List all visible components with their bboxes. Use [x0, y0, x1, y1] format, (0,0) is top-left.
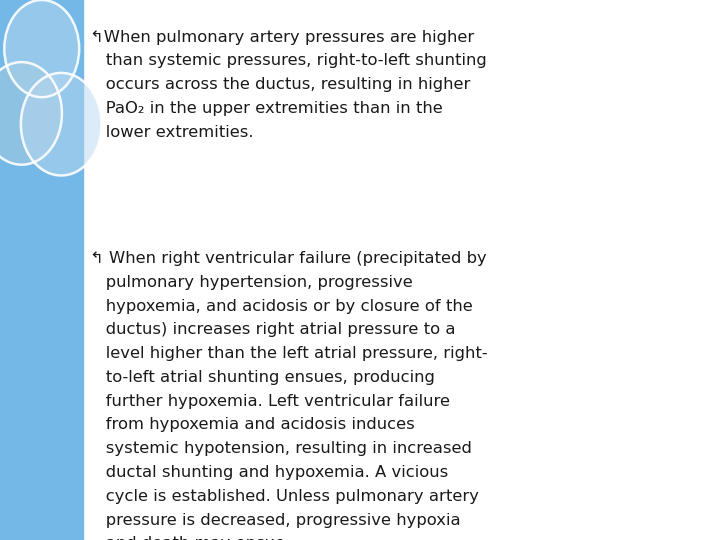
Ellipse shape: [4, 0, 79, 97]
Text: cycle is established. Unless pulmonary artery: cycle is established. Unless pulmonary a…: [90, 489, 479, 504]
Text: hypoxemia, and acidosis or by closure of the: hypoxemia, and acidosis or by closure of…: [90, 299, 473, 314]
Text: ↰When pulmonary artery pressures are higher: ↰When pulmonary artery pressures are hig…: [90, 30, 474, 45]
Text: PaO₂ in the upper extremities than in the: PaO₂ in the upper extremities than in th…: [90, 101, 443, 116]
Text: systemic hypotension, resulting in increased: systemic hypotension, resulting in incre…: [90, 441, 472, 456]
Text: ductus) increases right atrial pressure to a: ductus) increases right atrial pressure …: [90, 322, 456, 338]
Text: from hypoxemia and acidosis induces: from hypoxemia and acidosis induces: [90, 417, 415, 433]
Ellipse shape: [0, 62, 62, 165]
Text: level higher than the left atrial pressure, right-: level higher than the left atrial pressu…: [90, 346, 487, 361]
Text: and death may ensue.: and death may ensue.: [90, 536, 290, 540]
Ellipse shape: [21, 73, 102, 176]
Bar: [0, 0, 83, 540]
Text: lower extremities.: lower extremities.: [90, 125, 253, 140]
Text: ductal shunting and hypoxemia. A vicious: ductal shunting and hypoxemia. A vicious: [90, 465, 449, 480]
Text: occurs across the ductus, resulting in higher: occurs across the ductus, resulting in h…: [90, 77, 470, 92]
Text: than systemic pressures, right-to-left shunting: than systemic pressures, right-to-left s…: [90, 53, 487, 69]
Text: further hypoxemia. Left ventricular failure: further hypoxemia. Left ventricular fail…: [90, 394, 450, 409]
Text: ↰ When right ventricular failure (precipitated by: ↰ When right ventricular failure (precip…: [90, 251, 487, 266]
Text: pressure is decreased, progressive hypoxia: pressure is decreased, progressive hypox…: [90, 512, 461, 528]
Text: to-left atrial shunting ensues, producing: to-left atrial shunting ensues, producin…: [90, 370, 435, 385]
Text: pulmonary hypertension, progressive: pulmonary hypertension, progressive: [90, 275, 413, 290]
